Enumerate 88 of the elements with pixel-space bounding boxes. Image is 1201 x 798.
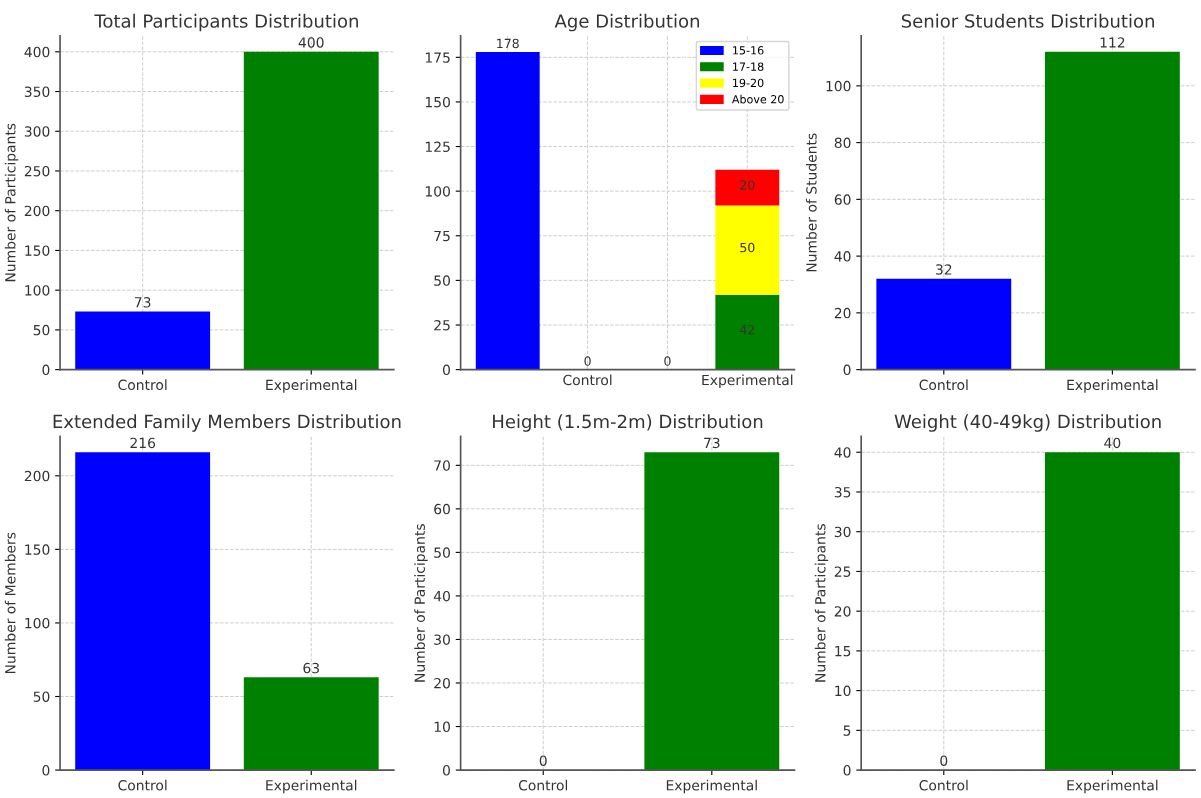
y-tick-label: 200 [24, 470, 50, 482]
data-label: 73 [134, 297, 151, 308]
x-tick-label: Control [118, 379, 167, 391]
y-tick-label: 0 [843, 364, 851, 376]
x-tick-label: Experimental [702, 374, 793, 388]
y-tick-label: 25 [434, 319, 450, 331]
y-tick-label: 300 [24, 126, 50, 137]
data-label: 178 [497, 38, 519, 49]
y-tick-label: 60 [834, 194, 851, 205]
y-tick-label: 100 [25, 617, 50, 629]
legend-label: 15-16 [733, 46, 764, 55]
x-tick-label: Control [919, 779, 968, 791]
data-label: 0 [940, 755, 948, 766]
y-tick-label: 40 [834, 251, 851, 262]
data-label: 50 [740, 242, 755, 253]
y-tick-label: 35 [834, 486, 851, 498]
y-tick-label: 175 [425, 52, 450, 63]
x-tick-label: Experimental [1067, 779, 1158, 794]
y-axis-title: Number of Members [4, 532, 16, 674]
chart-title: Total Participants Distribution [94, 13, 358, 32]
y-tick-label: 60 [434, 503, 450, 515]
x-tick-label: Control [919, 379, 968, 391]
x-tick-label: Experimental [666, 779, 757, 794]
y-tick-label: 125 [425, 141, 450, 153]
data-label: 63 [303, 662, 319, 674]
y-tick-label: 20 [834, 307, 851, 319]
y-tick-label: 100 [425, 186, 450, 197]
data-label: 112 [1100, 37, 1125, 48]
x-tick-label: Control [518, 779, 568, 791]
y-tick-label: 100 [826, 80, 851, 92]
y-tick-label: 30 [434, 634, 450, 645]
x-tick-label: Experimental [1067, 379, 1158, 393]
y-tick-label: 20 [434, 677, 450, 689]
data-label: 0 [664, 356, 671, 366]
y-tick-label: 0 [42, 765, 50, 776]
y-tick-label: 0 [843, 765, 851, 776]
y-tick-label: 200 [24, 205, 50, 217]
y-tick-label: 50 [33, 324, 50, 336]
y-tick-label: 400 [24, 46, 50, 58]
y-tick-label: 0 [42, 364, 50, 376]
y-axis-title: Number of Participants [814, 524, 829, 682]
data-label: 40 [1104, 437, 1121, 449]
data-label: 20 [740, 180, 755, 190]
y-tick-label: 25 [834, 566, 851, 577]
x-tick-label: Experimental [266, 779, 357, 794]
y-tick-label: 50 [434, 275, 450, 286]
data-label: 32 [936, 264, 952, 275]
y-axis-title: Number of Participants [4, 123, 19, 282]
y-tick-label: 350 [24, 86, 50, 97]
data-label: 42 [739, 324, 755, 335]
y-tick-label: 70 [434, 460, 450, 471]
y-tick-label: 15 [835, 646, 851, 657]
data-label: 400 [298, 37, 324, 48]
data-label: 216 [130, 437, 156, 449]
legend-label: Above 20 [731, 94, 784, 104]
y-tick-label: 50 [434, 547, 450, 558]
data-label: 73 [704, 437, 720, 449]
y-tick-label: 20 [834, 606, 851, 617]
chart-title: Age Distribution [554, 13, 699, 32]
legend-label: 19-20 [733, 78, 764, 88]
data-label: 0 [539, 755, 547, 766]
y-tick-label: 40 [834, 447, 851, 458]
y-tick-label: 150 [425, 96, 450, 108]
y-tick-label: 10 [835, 685, 851, 697]
y-tick-label: 5 [843, 725, 851, 736]
y-tick-label: 150 [25, 544, 50, 555]
y-tick-label: 0 [442, 765, 450, 776]
chart-title: Extended Family Members Distribution [53, 414, 401, 432]
y-tick-label: 80 [834, 137, 851, 149]
y-tick-label: 150 [25, 245, 50, 256]
chart-title: Weight (40-49kg) Distribution [894, 414, 1161, 432]
y-axis-title: Number of Participants [414, 524, 428, 682]
y-tick-label: 30 [834, 526, 851, 538]
y-tick-label: 75 [434, 230, 450, 242]
chart-title: Senior Students Distribution [901, 13, 1154, 28]
y-tick-label: 50 [33, 691, 50, 702]
x-tick-label: Experimental [266, 379, 357, 393]
y-tick-label: 10 [434, 721, 450, 733]
x-tick-label: Control [118, 779, 167, 791]
y-tick-label: 250 [24, 165, 50, 177]
legend-label: 17-18 [733, 62, 764, 71]
y-tick-label: 100 [25, 285, 50, 296]
chart-title: Height (1.5m-2m) Distribution [493, 414, 763, 432]
data-label: 0 [584, 356, 591, 366]
y-axis-title: Number of Students [805, 133, 817, 272]
y-tick-label: 40 [433, 590, 450, 602]
x-tick-label: Control [563, 374, 612, 386]
y-tick-label: 0 [442, 364, 450, 376]
